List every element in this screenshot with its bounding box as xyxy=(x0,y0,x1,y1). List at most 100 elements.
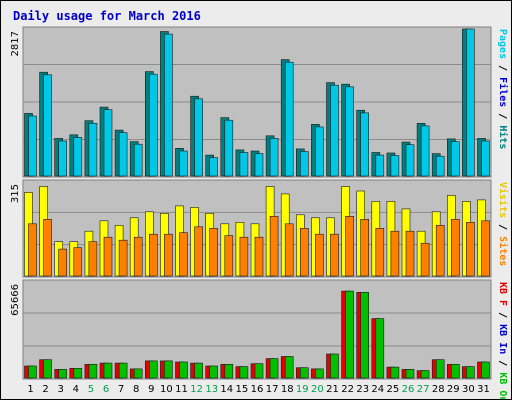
x-tick-label: 16 xyxy=(251,384,264,395)
bar-sites-day-23 xyxy=(360,219,370,277)
bar-files-day-18 xyxy=(284,61,294,177)
bar-kb-out-day-3 xyxy=(58,369,68,379)
bar-kb-out-day-7 xyxy=(118,362,128,379)
bar-sites-day-27 xyxy=(420,242,430,277)
x-tick-label: 6 xyxy=(103,384,109,395)
bar-files-day-7 xyxy=(118,132,128,177)
x-tick-label: 25 xyxy=(387,384,400,395)
bar-sites-day-1 xyxy=(28,223,37,277)
panel-pages-files-hits: 2817 Pages / Files / Hits xyxy=(10,26,509,178)
x-tick-label: 15 xyxy=(236,384,249,395)
bar-sites-day-10 xyxy=(164,233,173,277)
legend-entry: / xyxy=(497,354,508,372)
bar-kb-out-day-4 xyxy=(73,367,83,379)
bar-files-day-11 xyxy=(179,150,188,177)
bar-files-day-21 xyxy=(330,84,339,177)
bar-files-day-27 xyxy=(420,125,430,177)
bar-kb-out-day-31 xyxy=(481,361,490,379)
panel-kbytes: 65666 KB F / KB In / KB Out xyxy=(10,279,508,399)
bar-files-day-1 xyxy=(28,115,37,177)
bar-sites-day-20 xyxy=(315,233,324,277)
bar-kb-out-day-21 xyxy=(330,353,339,379)
bar-sites-day-3 xyxy=(58,248,68,277)
bar-sites-day-29 xyxy=(450,219,460,277)
x-tick-label: 19 xyxy=(296,384,309,395)
bar-sites-day-18 xyxy=(284,223,294,277)
x-tick-label: 23 xyxy=(356,384,369,395)
bar-sites-day-28 xyxy=(435,225,445,277)
bar-files-day-9 xyxy=(149,73,158,177)
x-tick-label: 13 xyxy=(205,384,218,395)
legend-entry: / xyxy=(497,218,508,236)
x-tick-label: 22 xyxy=(341,384,354,395)
bar-kb-out-day-17 xyxy=(269,358,279,379)
bar-sites-day-30 xyxy=(466,222,475,277)
x-tick-label: 24 xyxy=(371,384,384,395)
bar-kb-out-day-26 xyxy=(405,369,415,379)
bar-sites-day-16 xyxy=(254,236,264,277)
bar-kb-out-day-22 xyxy=(345,290,354,379)
legend-entry: / xyxy=(497,306,508,324)
bar-kb-out-day-10 xyxy=(164,360,173,379)
panel-background xyxy=(22,279,492,380)
x-axis-day-labels: 1 2 3 4 5 6 7 8 9 10 11 12 13 14 15 16 17 18 19 20 21 22 23 24 2… xyxy=(27,384,490,395)
bar-sites-day-31 xyxy=(481,220,490,277)
panel-max-label: 315 xyxy=(10,184,21,203)
bar-files-day-12 xyxy=(194,98,203,177)
bar-kb-out-day-15 xyxy=(239,366,249,379)
bar-files-day-5 xyxy=(88,123,98,177)
bar-files-day-24 xyxy=(375,154,385,177)
legend-entry: Visits xyxy=(497,182,509,218)
bar-sites-day-9 xyxy=(149,233,158,277)
bar-kb-out-day-1 xyxy=(28,365,37,379)
legend-entry: KB Out xyxy=(497,372,508,399)
bar-files-day-28 xyxy=(435,155,445,177)
legend-entry: Files xyxy=(497,77,509,107)
bar-sites-day-25 xyxy=(390,230,400,277)
bar-files-day-25 xyxy=(390,155,400,177)
bar-sites-day-8 xyxy=(133,236,143,277)
x-tick-label: 31 xyxy=(477,384,490,395)
bar-kb-out-day-25 xyxy=(390,366,400,379)
legend-entry: KB In xyxy=(497,324,508,354)
x-tick-label: 11 xyxy=(175,384,188,395)
bar-files-day-16 xyxy=(254,153,264,177)
x-tick-label: 21 xyxy=(326,384,339,395)
bar-files-day-6 xyxy=(103,109,113,177)
chart-title: Daily usage for March 2016 xyxy=(13,9,201,23)
bar-sites-day-7 xyxy=(118,239,128,277)
bar-kb-out-day-30 xyxy=(466,366,475,379)
bar-kb-out-day-6 xyxy=(103,362,113,379)
bar-files-day-10 xyxy=(164,33,173,177)
bar-files-day-26 xyxy=(405,144,415,177)
bar-sites-day-2 xyxy=(43,219,52,277)
bar-kb-out-day-20 xyxy=(315,368,324,379)
x-tick-label: 27 xyxy=(417,384,430,395)
bar-files-day-4 xyxy=(73,137,83,177)
bar-kb-out-day-23 xyxy=(360,291,370,379)
x-tick-label: 4 xyxy=(73,384,79,395)
legend-entry: / xyxy=(497,59,508,77)
bar-files-day-8 xyxy=(133,143,143,177)
panel-max-label: 2817 xyxy=(10,31,21,56)
bar-kb-out-day-18 xyxy=(284,356,294,379)
bar-kb-out-day-13 xyxy=(209,365,218,379)
bar-files-day-2 xyxy=(43,74,52,177)
bar-files-day-13 xyxy=(209,157,218,177)
legend-entry: Hits xyxy=(497,125,509,149)
bar-files-day-31 xyxy=(481,140,490,177)
bar-kb-out-day-29 xyxy=(450,363,460,379)
bar-kb-out-day-19 xyxy=(299,367,309,379)
bar-files-day-23 xyxy=(360,112,370,177)
bar-sites-day-13 xyxy=(209,228,218,277)
panel-visits-sites: 315 Visits / Sites xyxy=(10,179,509,278)
bar-sites-day-24 xyxy=(375,228,385,277)
bar-sites-day-12 xyxy=(194,226,203,277)
bar-kb-out-day-16 xyxy=(254,363,264,379)
bar-files-day-15 xyxy=(239,152,249,177)
panel-legend: Visits / Sites xyxy=(497,182,509,266)
bar-sites-day-26 xyxy=(405,230,415,277)
legend-entry: Sites xyxy=(497,236,509,266)
